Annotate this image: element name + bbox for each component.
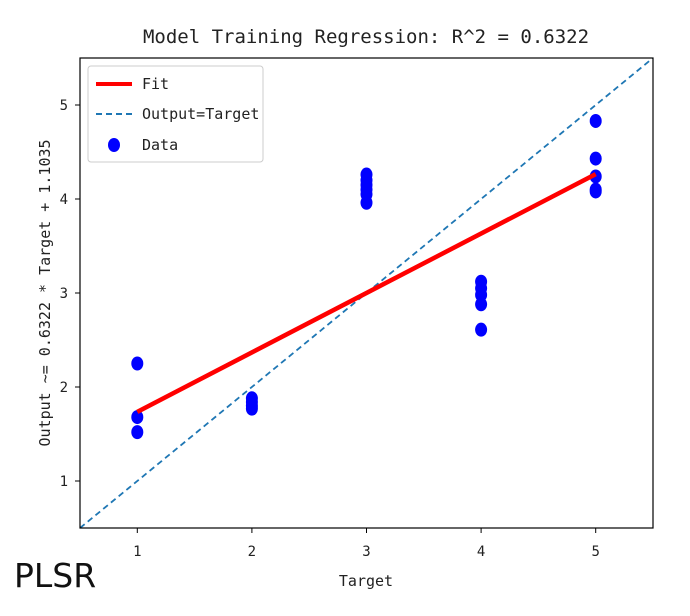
- data-point: [245, 401, 258, 416]
- x-tick-label: 5: [591, 544, 599, 560]
- legend: Fit Output=Target Data: [87, 65, 264, 163]
- data-point: [475, 297, 488, 312]
- fit-line: [136, 172, 597, 414]
- y-tick-label: 5: [60, 98, 68, 114]
- data-point: [131, 410, 144, 425]
- data-point: [589, 113, 602, 128]
- legend-fit-label: Fit: [142, 75, 169, 93]
- x-tick-label: 1: [133, 544, 141, 560]
- legend-data-swatch: [108, 138, 120, 152]
- data-point: [475, 322, 488, 337]
- chart-title: Model Training Regression: R^2 = 0.6322: [143, 26, 589, 48]
- data-point: [131, 356, 144, 371]
- data-point: [589, 184, 602, 199]
- y-tick-label: 4: [60, 192, 68, 208]
- data-point: [360, 195, 373, 210]
- y-tick-label: 1: [60, 474, 68, 490]
- legend-data-label: Data: [142, 136, 178, 154]
- x-tick-label: 4: [477, 544, 485, 560]
- x-axis-label: Target: [339, 572, 393, 590]
- y-tick-label: 3: [60, 286, 68, 302]
- y-axis-label: Output ~= 0.6322 * Target + 1.1035: [36, 139, 54, 446]
- x-tick-label: 2: [248, 544, 256, 560]
- method-label: PLSR: [14, 556, 97, 595]
- data-point: [589, 151, 602, 166]
- y-tick-label: 2: [60, 380, 68, 396]
- legend-box: [87, 65, 264, 163]
- data-point: [131, 425, 144, 440]
- x-tick-label: 3: [362, 544, 370, 560]
- legend-output-target-label: Output=Target: [142, 105, 259, 123]
